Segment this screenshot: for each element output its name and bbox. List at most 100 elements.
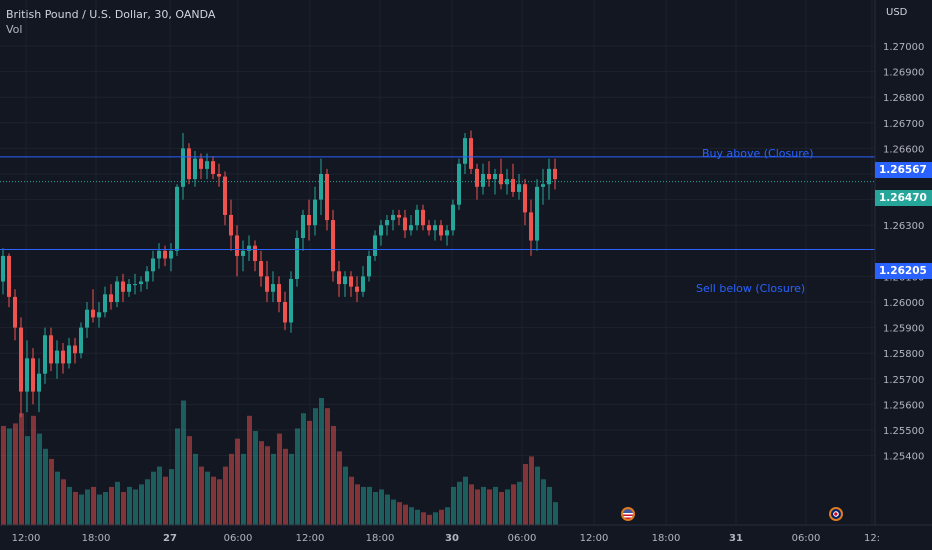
volume-indicator-label[interactable]: Vol	[6, 23, 23, 36]
candle-body	[253, 245, 257, 262]
volume-bar	[409, 507, 414, 525]
volume-bar	[253, 431, 258, 525]
volume-bar	[499, 491, 504, 525]
candle-body	[43, 335, 47, 374]
time-tick-label: 31	[729, 533, 743, 544]
volume-bar	[151, 471, 156, 525]
time-tick-label: 06:00	[792, 533, 821, 544]
candle-body	[157, 250, 161, 259]
candle-body	[475, 168, 479, 187]
candle-body	[31, 358, 35, 392]
candle-body	[265, 276, 269, 292]
candle-body	[517, 184, 521, 192]
candle-body	[133, 284, 137, 286]
candle-body	[199, 158, 203, 169]
candle-body	[487, 174, 491, 180]
candle-body	[337, 271, 341, 285]
volume-bar	[25, 436, 30, 525]
volume-bar	[385, 494, 390, 525]
volume-bar	[445, 507, 450, 525]
volume-bar	[217, 479, 222, 525]
candle-body	[427, 225, 431, 231]
time-tick-label: 18:00	[652, 533, 681, 544]
volume-bar	[349, 476, 354, 525]
candle-body	[325, 174, 329, 221]
candle-body	[331, 220, 335, 272]
time-axis[interactable]: 12:00 18:00 27 06:00 12:00 18:00 30 06:00 12:00 1…	[12, 533, 880, 544]
buy-level-price-tag: 1.26567	[875, 162, 932, 178]
time-tick-label: 12:00	[580, 533, 609, 544]
candle-body	[313, 199, 317, 226]
volume-bar	[19, 413, 24, 525]
volume-bar	[229, 453, 234, 525]
candle-body	[181, 148, 185, 187]
price-tick-label: 1.27000	[883, 42, 924, 53]
candle-body	[343, 276, 347, 285]
volume-bar	[67, 486, 72, 525]
volume-bar	[439, 509, 444, 525]
candle-body	[97, 312, 101, 318]
level-lines[interactable]	[0, 156, 875, 251]
volume-bar	[463, 476, 468, 525]
volume-bar	[469, 484, 474, 525]
us-flag-icon[interactable]	[621, 507, 635, 521]
candle-body	[469, 138, 473, 169]
candle-body	[283, 302, 287, 323]
candle-body	[61, 350, 65, 364]
candle-body	[175, 186, 179, 251]
volume-bar	[37, 433, 42, 525]
price-tick-label: 1.26800	[883, 93, 924, 104]
currency-label[interactable]: USD	[886, 7, 908, 18]
price-tick-label: 1.25800	[883, 349, 924, 360]
volume-bar	[175, 428, 180, 525]
volume-bar	[541, 479, 546, 525]
candle-body	[493, 174, 497, 180]
symbol-title[interactable]: British Pound / U.S. Dollar, 30, OANDA	[6, 8, 216, 21]
candle-body	[85, 309, 89, 328]
candle-body	[289, 278, 293, 323]
price-tick-label: 1.25500	[883, 426, 924, 437]
candle-body	[187, 148, 191, 180]
candle-body	[229, 214, 233, 236]
candle-body	[115, 281, 119, 302]
candle-body	[367, 255, 371, 277]
time-tick-label: 30	[445, 533, 459, 544]
uk-flag-icon[interactable]	[829, 507, 843, 521]
volume-bar	[235, 438, 240, 525]
candle-body	[109, 294, 113, 302]
volume-bar	[367, 486, 372, 525]
candlesticks	[1, 130, 557, 418]
volume-bar	[181, 400, 186, 525]
candle-body	[391, 214, 395, 221]
price-axis[interactable]: 1.270001.269001.268001.267001.266001.265…	[883, 42, 924, 463]
candle-body	[547, 168, 551, 185]
volume-bar	[127, 486, 132, 525]
volume-bar	[73, 491, 78, 525]
volume-bar	[481, 486, 486, 525]
candle-body	[127, 284, 131, 292]
candle-body	[55, 350, 59, 364]
price-tick-label: 1.25400	[883, 452, 924, 463]
volume-bar	[355, 484, 360, 525]
volume-bar	[271, 453, 276, 525]
price-tick-label: 1.26600	[883, 144, 924, 155]
candle-body	[247, 245, 251, 251]
volume-bar	[391, 499, 396, 525]
volume-bar	[79, 494, 84, 525]
volume-bar	[85, 489, 90, 525]
current-price-tag: 1.26470	[875, 190, 932, 206]
candle-body	[529, 212, 533, 241]
volume-bar	[415, 509, 420, 525]
candle-body	[163, 250, 167, 259]
volume-bar	[301, 413, 306, 525]
candle-body	[379, 225, 383, 236]
candle-body	[79, 327, 83, 354]
candle-body	[301, 214, 305, 238]
candle-body	[403, 217, 407, 231]
volume-bar	[307, 420, 312, 525]
price-tick-label: 1.26900	[883, 68, 924, 79]
candle-body	[349, 276, 353, 287]
volume-bar	[163, 476, 168, 525]
candle-body	[73, 345, 77, 354]
